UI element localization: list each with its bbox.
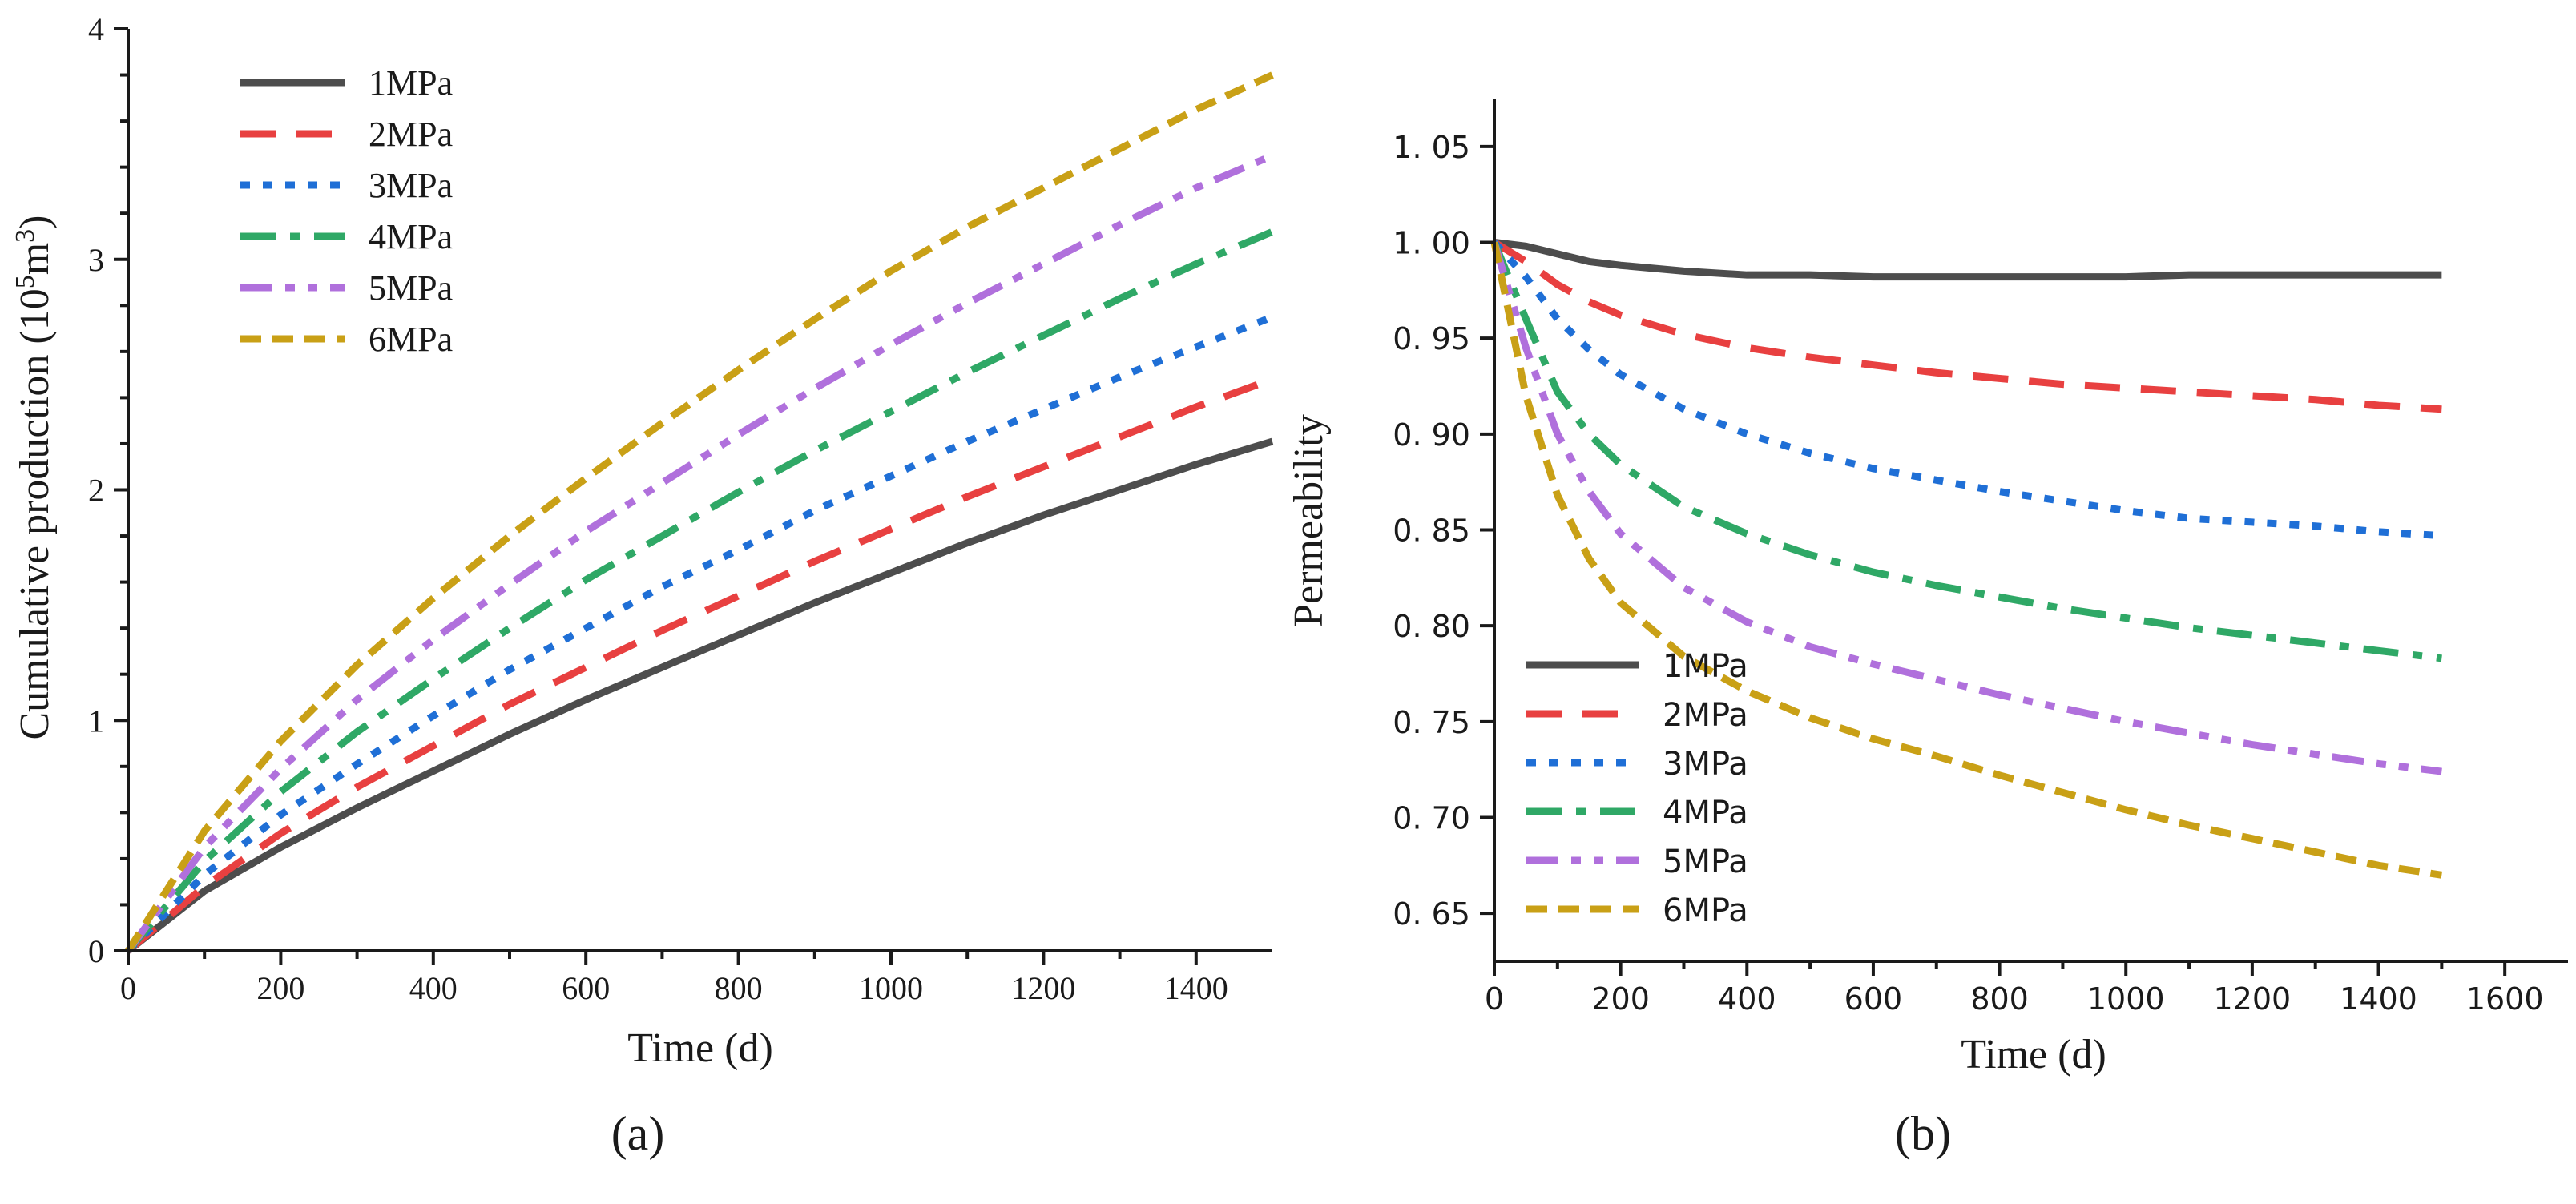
panel-b-label: (b) — [1895, 1107, 1951, 1160]
series-line-3MPa — [1491, 240, 2442, 540]
panel-a-y-axis-title-end: ) — [12, 215, 58, 228]
x-tick-label: 200 — [1591, 981, 1650, 1017]
x-tick-label: 1400 — [1164, 970, 1228, 1006]
series-line-5MPa — [125, 152, 1274, 953]
panel-a-y-axis-title-mid: m — [12, 243, 58, 275]
y-tick-label: 4 — [88, 11, 104, 47]
panel-b-y-axis-title: Permeability — [1286, 414, 1332, 627]
series-line-3MPa — [125, 313, 1274, 954]
series-line-4MPa — [1490, 240, 2442, 662]
y-tick-label: 2 — [88, 473, 104, 509]
x-tick-label: 200 — [256, 970, 304, 1006]
y-tick-label: 0. 95 — [1393, 321, 1470, 356]
legend-label-3MPa: 3MPa — [1663, 746, 1748, 783]
panel-a-y-axis-title-sup1: 5 — [10, 275, 40, 288]
series-line-5MPa — [1490, 241, 2442, 775]
x-tick-label: 1600 — [2466, 981, 2544, 1017]
legend-label-4MPa: 4MPa — [1663, 795, 1748, 832]
panel-a-series-group — [125, 71, 1274, 954]
y-tick-label: 0. 85 — [1393, 513, 1470, 549]
panel-b-series-group — [1490, 239, 2443, 879]
series-line-6MPa — [125, 71, 1274, 953]
panel-a-legend: 1MPa 2MPa 3MPa 4MPa 5MPa 6MPa — [240, 63, 453, 359]
x-tick-label: 1000 — [859, 970, 923, 1006]
y-tick-label: 0. 90 — [1393, 417, 1470, 453]
x-tick-label: 800 — [715, 970, 763, 1006]
panel-b-chart: 0 200 400 600 800 1000 1200 1400 1600 0. 65 0. 70 0… — [1286, 99, 2568, 1160]
y-tick-label: 0. 80 — [1393, 609, 1470, 644]
panel-a-chart: 0 200 400 600 800 1000 1200 1400 0 1 2 3 4 1MPa 2MPa 3… — [10, 11, 1274, 1160]
y-tick-label: 0. 65 — [1393, 896, 1470, 932]
series-line-2MPa — [1492, 239, 2442, 413]
x-tick-label: 1400 — [2340, 981, 2417, 1017]
x-tick-label: 400 — [1718, 981, 1776, 1017]
legend-label-3MPa: 3MPa — [369, 166, 453, 205]
legend-label-1MPa: 1MPa — [369, 63, 453, 103]
series-line-4MPa — [125, 228, 1274, 953]
x-tick-label: 800 — [1970, 981, 2029, 1017]
series-line-1MPa — [126, 437, 1274, 954]
series-line-6MPa — [1490, 241, 2443, 879]
legend-label-5MPa: 5MPa — [1663, 844, 1748, 880]
x-tick-label: 0 — [1485, 981, 1504, 1017]
panel-b-x-axis-title: Time (d) — [1961, 1032, 2106, 1077]
panel-b-axes: 0 200 400 600 800 1000 1200 1400 1600 0. 65 0. 70 0… — [1393, 99, 2568, 1017]
panel-a-label: (a) — [611, 1107, 665, 1160]
x-tick-label: 1000 — [2087, 981, 2165, 1017]
x-tick-label: 1200 — [2214, 981, 2292, 1017]
panel-a-y-axis-title: Cumulative production (105m3) — [10, 215, 58, 739]
panel-b-legend: 1MPa 2MPa 3MPa 4MPa 5MPa 6MPa — [1526, 648, 1748, 929]
legend-label-4MPa: 4MPa — [369, 217, 453, 256]
y-tick-label: 0 — [88, 933, 104, 969]
panel-a-x-axis-title: Time (d) — [627, 1025, 773, 1071]
series-line-2MPa — [126, 376, 1274, 954]
y-tick-label: 0. 75 — [1393, 705, 1470, 740]
y-tick-label: 1. 05 — [1393, 130, 1470, 165]
series-line-1MPa — [1494, 239, 2442, 281]
x-tick-label: 400 — [409, 970, 458, 1006]
legend-label-6MPa: 6MPa — [1663, 892, 1748, 929]
y-tick-label: 1. 00 — [1393, 226, 1470, 261]
y-tick-label: 3 — [88, 242, 104, 278]
y-tick-label: 1 — [88, 703, 104, 739]
legend-label-2MPa: 2MPa — [1663, 697, 1748, 734]
legend-label-2MPa: 2MPa — [369, 115, 453, 154]
legend-label-5MPa: 5MPa — [369, 268, 453, 308]
x-tick-label: 600 — [562, 970, 610, 1006]
legend-label-1MPa: 1MPa — [1663, 648, 1748, 685]
panel-a-y-axis-title-main: Cumulative production (10 — [12, 288, 58, 739]
x-tick-label: 600 — [1844, 981, 1903, 1017]
x-tick-label: 0 — [120, 970, 136, 1006]
y-tick-label: 0. 70 — [1393, 801, 1470, 836]
x-tick-label: 1200 — [1011, 970, 1075, 1006]
legend-label-6MPa: 6MPa — [369, 320, 453, 359]
panel-a-y-axis-title-sup2: 3 — [10, 229, 40, 243]
panel-a-axes: 0 200 400 600 800 1000 1200 1400 0 1 2 3 4 — [88, 11, 1272, 1006]
